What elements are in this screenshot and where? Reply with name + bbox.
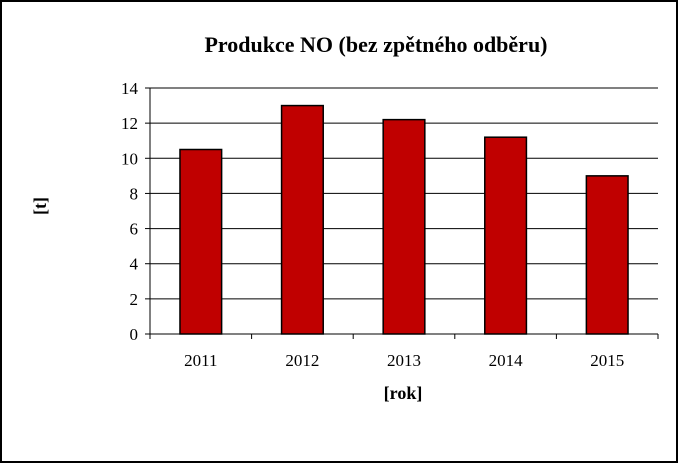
y-tick-label: 14: [121, 79, 139, 98]
x-axis-title: [rok]: [384, 383, 423, 403]
plot-area: 0 2 4 6 8 10 12 14 2011 2012 2013 2014 2015: [121, 79, 659, 370]
y-tick-label: 0: [130, 325, 139, 344]
x-tick-label: 2013: [387, 351, 421, 370]
y-tick-label: 8: [130, 184, 139, 203]
x-tick-label: 2011: [184, 351, 217, 370]
y-axis-title: [t]: [30, 197, 50, 215]
chart-title: Produkce NO (bez zpětného odběru): [204, 32, 547, 57]
bar-2012: [280, 104, 324, 335]
bar-2013: [382, 118, 426, 335]
y-tick-label: 10: [121, 149, 138, 168]
y-tick-label: 12: [121, 114, 138, 133]
bar-2015: [585, 175, 629, 335]
y-tick-label: 2: [130, 290, 139, 309]
x-tick-label: 2015: [590, 351, 624, 370]
bar-2011: [179, 148, 223, 335]
bar-2014: [484, 136, 528, 335]
y-tick-label: 4: [130, 255, 139, 274]
x-tick-label: 2014: [489, 351, 524, 370]
x-tick-label: 2012: [285, 351, 319, 370]
y-tick-label: 6: [130, 220, 139, 239]
